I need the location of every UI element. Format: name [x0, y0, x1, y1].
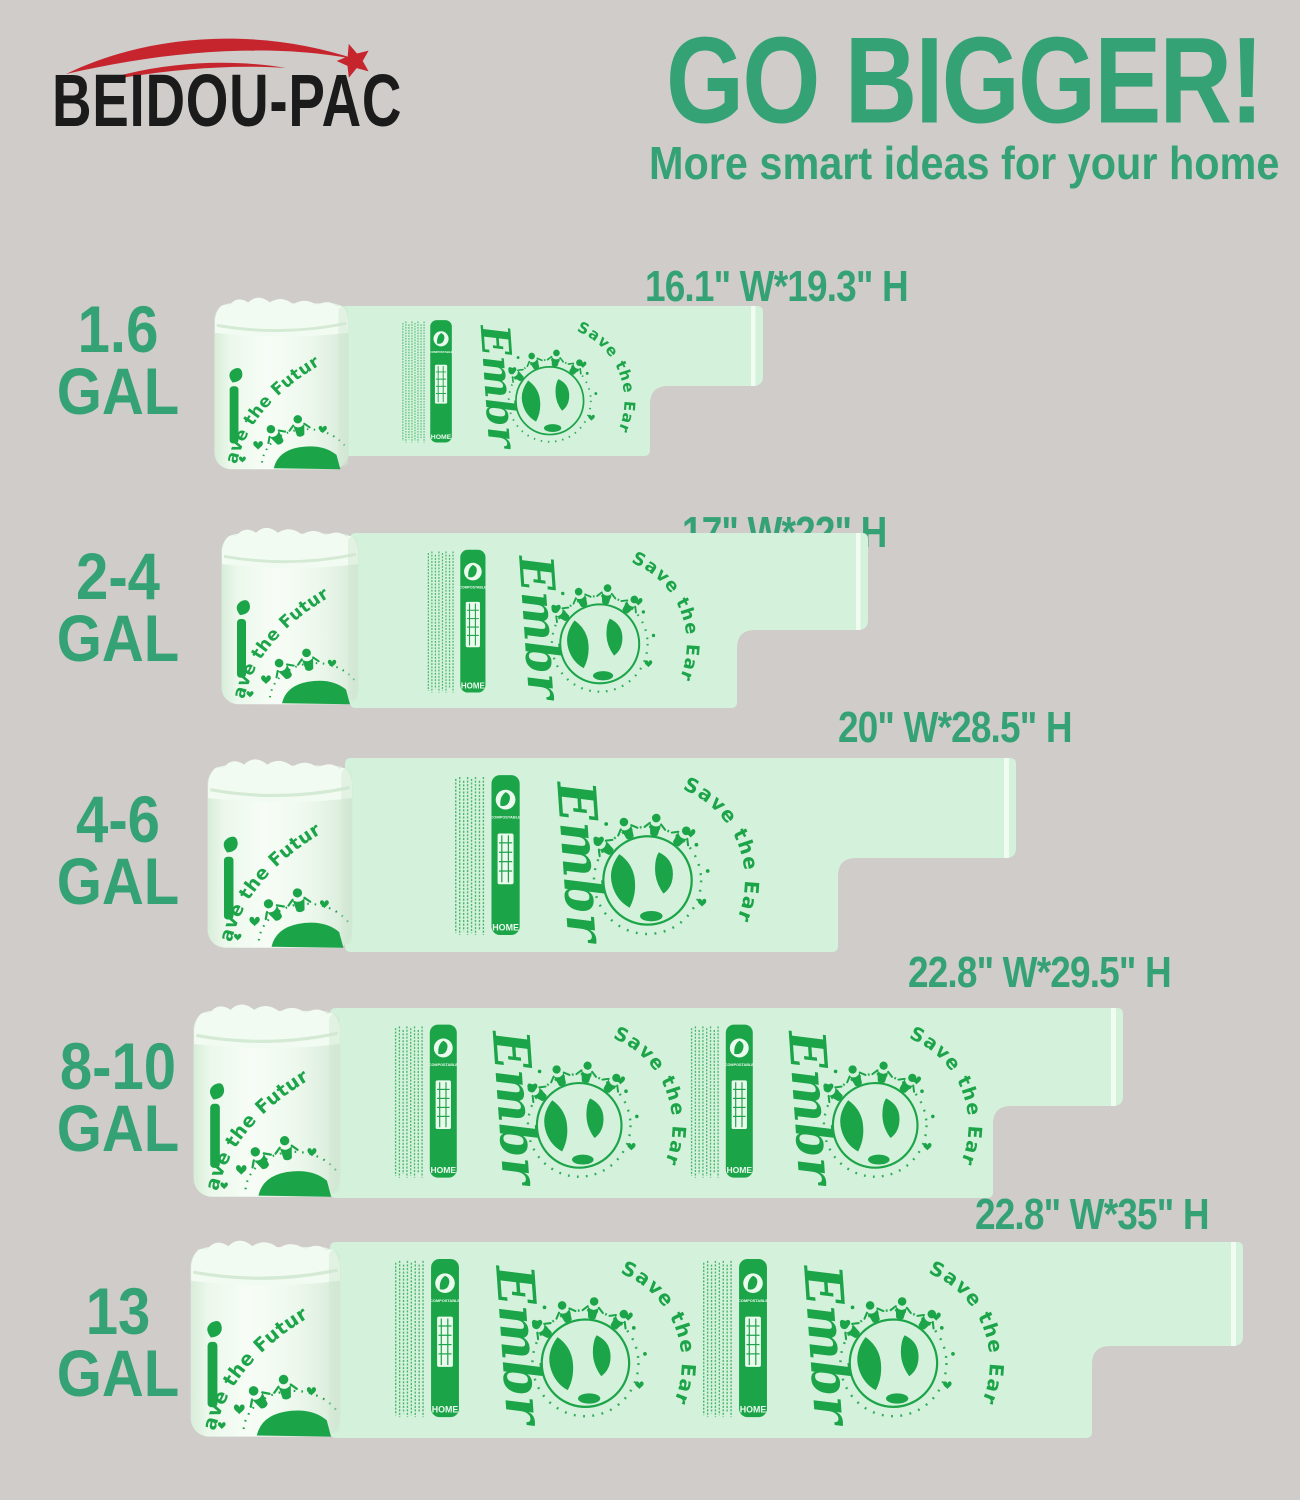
- bag-row-art-3: [140, 750, 1016, 952]
- bag-roll-1: [207, 275, 349, 469]
- size-label-2: 2-4 GAL: [56, 539, 180, 675]
- bag-row-art-4: [130, 995, 1123, 1205]
- bag-print-area: [384, 1242, 1236, 1429]
- size-label-5: 13 GAL: [56, 1274, 180, 1410]
- bag-row-art-1: [140, 288, 763, 475]
- size-label-1: 1.6 GAL: [56, 292, 180, 428]
- bag-row-art-2: [145, 518, 868, 708]
- bag-row-art-5: [130, 1230, 1243, 1442]
- dimension-label-1: 16.1" W*19.3" H: [645, 262, 909, 311]
- bag-print-area: [394, 306, 756, 452]
- bag-roll-4: [185, 981, 340, 1197]
- size-label-3: 4-6 GAL: [56, 782, 180, 918]
- page-subtitle: More smart ideas for your home: [649, 137, 1280, 189]
- dimension-label-3: 20" W*28.5" H: [838, 703, 1073, 752]
- bag-print-area: [385, 1008, 1116, 1189]
- page-title: GO BIGGER!: [666, 12, 1264, 150]
- bag-print-area: [418, 533, 861, 703]
- dimension-label-4: 22.8" W*29.5" H: [908, 948, 1172, 997]
- dimension-label-5: 22.8" W*35" H: [975, 1190, 1210, 1239]
- bag-roll-5: [182, 1215, 340, 1437]
- bag-roll-3: [199, 736, 352, 948]
- bag-strip: [340, 306, 763, 456]
- bag-strip: [330, 1242, 1243, 1438]
- bag-roll-2: [214, 506, 359, 704]
- logo-swoosh-icon: [66, 38, 369, 82]
- bag-print-area: [444, 758, 1009, 947]
- size-label-4: 8-10 GAL: [56, 1029, 180, 1165]
- brand-name: BEIDOU-PAC: [52, 59, 403, 142]
